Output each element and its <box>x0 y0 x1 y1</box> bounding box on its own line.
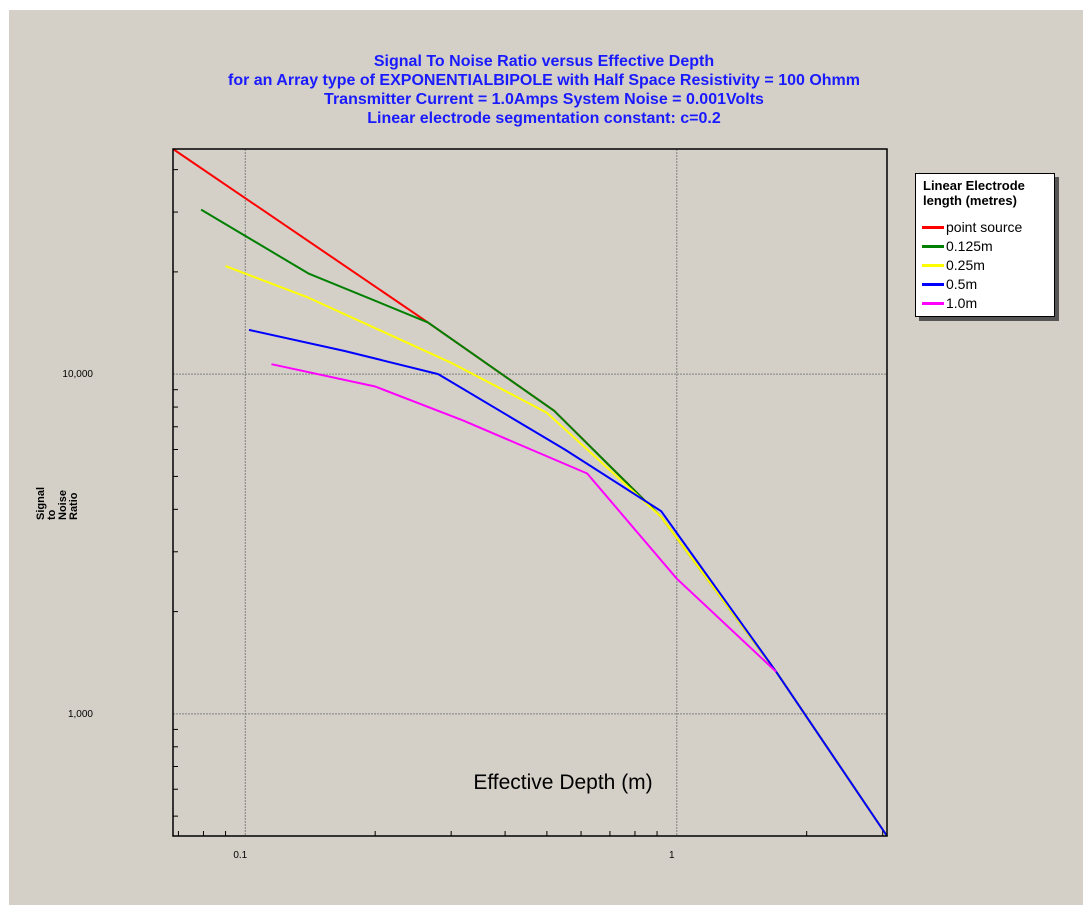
series-line-0 <box>172 148 888 837</box>
chart-title-line-2: for an Array type of EXPONENTIALBIPOLE w… <box>227 72 860 89</box>
legend-label: 0.5m <box>946 276 978 292</box>
legend-swatch <box>922 245 944 248</box>
legend-title-line-2: length (metres) <box>923 193 1017 208</box>
chart-title-line-3: Transmitter Current = 1.0Amps System Noi… <box>324 91 764 108</box>
legend-label: 1.0m <box>946 295 978 311</box>
legend-item: 0.25m <box>922 256 1052 274</box>
y-tick-label: 1,000 <box>68 709 93 720</box>
grid-layer <box>173 149 887 836</box>
x-tick-label: 1 <box>669 850 675 861</box>
legend-label: 0.125m <box>946 238 993 254</box>
legend-swatch <box>922 283 944 286</box>
chart-title-line-1: Signal To Noise Ratio versus Effective D… <box>373 53 715 70</box>
plot-frame <box>172 148 888 837</box>
legend-swatch <box>922 302 944 305</box>
series-line-3 <box>248 328 888 837</box>
legend: Linear Electrode length (metres) point s… <box>915 173 1055 317</box>
chart-title-line-4: Linear electrode segmentation constant: … <box>367 110 721 127</box>
series-line-2 <box>225 265 888 837</box>
legend-label: point source <box>946 219 1023 235</box>
legend-label: 0.25m <box>946 257 985 273</box>
legend-item: point source <box>922 218 1052 236</box>
x-axis-label: Effective Depth (m) <box>473 771 653 794</box>
legend-swatch <box>922 264 944 267</box>
y-axis-label-line-4: Ratio <box>68 492 80 521</box>
y-tick-label: 10,000 <box>62 369 93 380</box>
legend-item: 0.5m <box>922 275 1052 293</box>
series-line-4 <box>271 363 777 673</box>
legend-title-line-1: Linear Electrode <box>923 178 1025 193</box>
series-layer <box>172 148 888 837</box>
legend-item: 0.125m <box>922 237 1052 255</box>
series-line-1 <box>200 208 888 837</box>
legend-swatch <box>922 226 944 229</box>
legend-item: 1.0m <box>922 294 1052 312</box>
tick-layer: 0.1 1 10,000 1,000 <box>62 169 884 861</box>
x-tick-label: 0.1 <box>233 850 247 861</box>
